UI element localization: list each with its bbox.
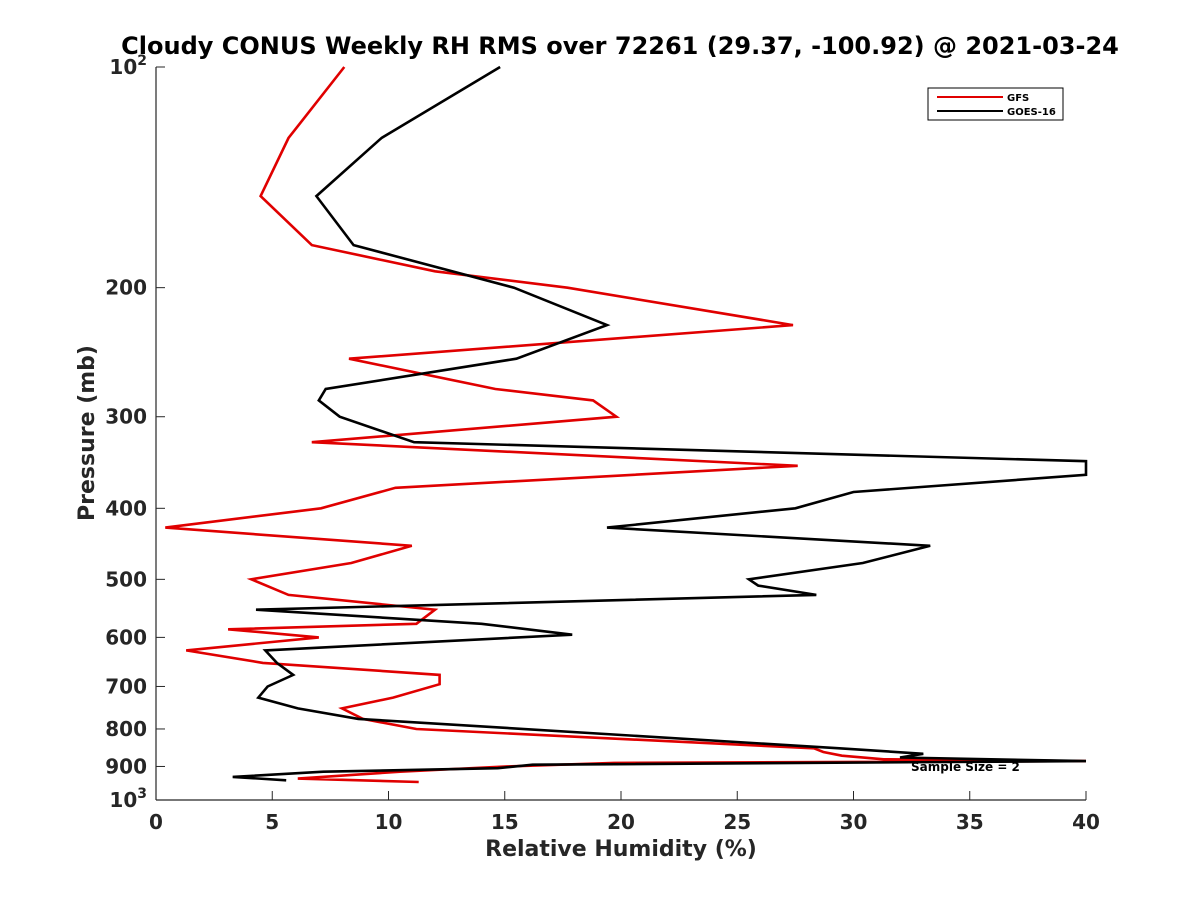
legend-box <box>927 87 1064 121</box>
y-tick-label: 400 <box>105 496 147 520</box>
plot-background <box>156 67 1086 800</box>
y-axis-label: Pressure (mb) <box>75 345 100 521</box>
y-axis-ticks: 102 200 300 400 500 600 700 800 900 103 <box>105 53 165 812</box>
series-layer <box>165 65 1088 784</box>
x-tick-label: 20 <box>607 810 635 834</box>
x-axis-label: Relative Humidity (%) <box>485 837 757 862</box>
y-tick-label: 600 <box>105 625 147 649</box>
legend: GFS GOES-16 <box>927 87 1064 121</box>
series-line-gfs <box>165 66 1087 784</box>
y-tick-label: 900 <box>105 754 147 778</box>
x-axis-ticks: 0 5 10 15 20 25 30 35 40 <box>149 791 1100 834</box>
x-tick-label: 30 <box>840 810 868 834</box>
y-tick-label: 200 <box>105 276 147 300</box>
y-tick-label: 103 <box>109 786 147 812</box>
series-line-goes16 <box>232 65 1088 782</box>
x-tick-label: 0 <box>149 810 163 834</box>
sample-size-annotation: Sample Size = 2 <box>911 760 1020 774</box>
y-tick-label: 102 <box>109 53 147 79</box>
x-tick-label: 5 <box>265 810 279 834</box>
x-tick-label: 35 <box>956 810 984 834</box>
legend-label-goes16: GOES-16 <box>1007 107 1056 118</box>
y-tick-label: 700 <box>105 674 147 698</box>
chart-title: Cloudy CONUS Weekly RH RMS over 72261 (2… <box>121 32 1119 60</box>
legend-label-gfs: GFS <box>1007 93 1029 104</box>
x-tick-label: 10 <box>375 810 403 834</box>
x-tick-label: 25 <box>723 810 751 834</box>
y-tick-label: 300 <box>105 405 147 429</box>
x-tick-label: 40 <box>1072 810 1100 834</box>
y-tick-label: 800 <box>105 717 147 741</box>
y-tick-label: 500 <box>105 567 147 591</box>
x-tick-label: 15 <box>491 810 519 834</box>
